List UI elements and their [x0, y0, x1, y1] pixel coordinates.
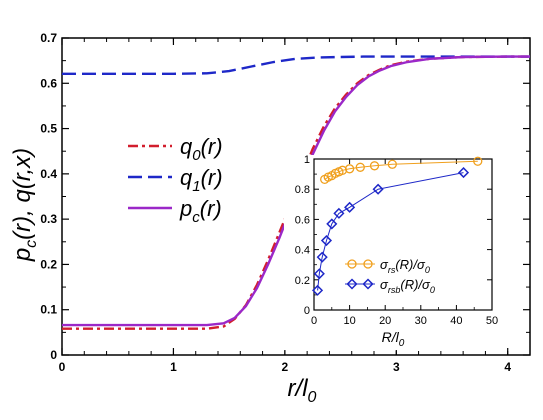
inset-y-tick-label: 0.2	[295, 275, 310, 287]
legend-label-1: q1(r)	[180, 165, 223, 195]
inset-x-tick-label: 10	[343, 315, 355, 327]
inset-point-circle	[344, 164, 355, 174]
y-axis-label: pc(r), q(r,x)	[9, 148, 40, 262]
inset-x-tick-label: 30	[415, 315, 427, 327]
y-tick-label: 0.7	[40, 31, 57, 45]
y-tick-label: 0.6	[40, 76, 57, 90]
inset-point-circle	[355, 162, 365, 172]
y-tick-label: 0	[50, 348, 57, 362]
inset-x-tick-label: 40	[450, 315, 462, 327]
y-tick-label: 0.1	[40, 303, 57, 317]
x-tick-label: 1	[170, 360, 177, 374]
inset-x-tick-label: 50	[486, 315, 498, 327]
inset-y-tick-label: 0.8	[295, 184, 310, 196]
x-axis-label: r/l0	[288, 375, 317, 406]
inset-legend-marker	[346, 278, 358, 290]
inset-legend-marker	[347, 259, 357, 269]
inset-y-tick-label: 0	[304, 305, 310, 317]
inset-point-diamond	[457, 167, 470, 179]
y-tick-label: 0.5	[40, 122, 57, 136]
inset-point-circle	[387, 159, 397, 169]
inset-series-line-1	[317, 172, 464, 291]
inset-point-diamond	[344, 201, 356, 213]
x-tick-label: 0	[59, 360, 66, 374]
inset-point-diamond	[320, 234, 333, 247]
y-tick-label: 0.4	[40, 167, 57, 181]
inset-background	[284, 155, 504, 350]
inset-y-tick-label: 1	[304, 154, 310, 166]
inset-point-circle	[337, 165, 348, 175]
series-line-2	[62, 55, 530, 327]
x-tick-label: 3	[393, 360, 400, 374]
y-tick-label: 0.3	[40, 212, 57, 226]
x-tick-label: 4	[504, 360, 511, 374]
inset-x-tick-label: 0	[311, 315, 317, 327]
x-tick-label: 2	[282, 360, 289, 374]
main-chart: 0 0.1 0.2 0.3 0.4 0.5 0.6 0.7 0 1 2 3 4 r/l0 pc(r), q(…	[9, 31, 531, 406]
inset-point-diamond	[372, 183, 384, 195]
inset-legend-marker	[363, 259, 373, 269]
inset-point-circle	[473, 156, 483, 166]
inset-point-diamond	[311, 284, 324, 296]
inset-x-tick-label: 20	[379, 315, 391, 327]
inset-y-tick-label: 0.6	[295, 214, 310, 226]
legend-label-0: q0(r)	[180, 134, 223, 164]
inset-y-tick-label: 0.4	[295, 245, 310, 257]
inset-chart: 00.20.40.60.810 10 20 30 40 50R/l0σrs(R)/σ0σr…	[284, 154, 504, 350]
series-line-1	[62, 55, 530, 75]
inset-point-diamond	[333, 207, 345, 219]
legend-label-2: pc(r)	[179, 196, 222, 226]
inset-point-circle	[369, 161, 380, 171]
inset-legend-marker	[362, 278, 374, 290]
inset-point-diamond	[313, 268, 325, 280]
inset-point-diamond	[316, 251, 328, 263]
inset-point-diamond	[326, 218, 338, 230]
y-tick-label: 0.2	[40, 257, 57, 271]
